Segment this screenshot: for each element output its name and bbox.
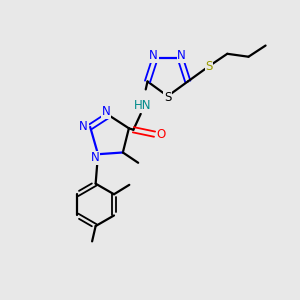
Text: HN: HN <box>134 99 151 112</box>
Text: N: N <box>91 151 99 164</box>
Text: S: S <box>164 91 171 104</box>
Text: N: N <box>102 105 110 118</box>
Text: S: S <box>205 60 213 73</box>
Text: N: N <box>177 49 186 62</box>
Text: N: N <box>149 49 158 62</box>
Text: O: O <box>156 128 166 141</box>
Text: N: N <box>79 120 88 134</box>
